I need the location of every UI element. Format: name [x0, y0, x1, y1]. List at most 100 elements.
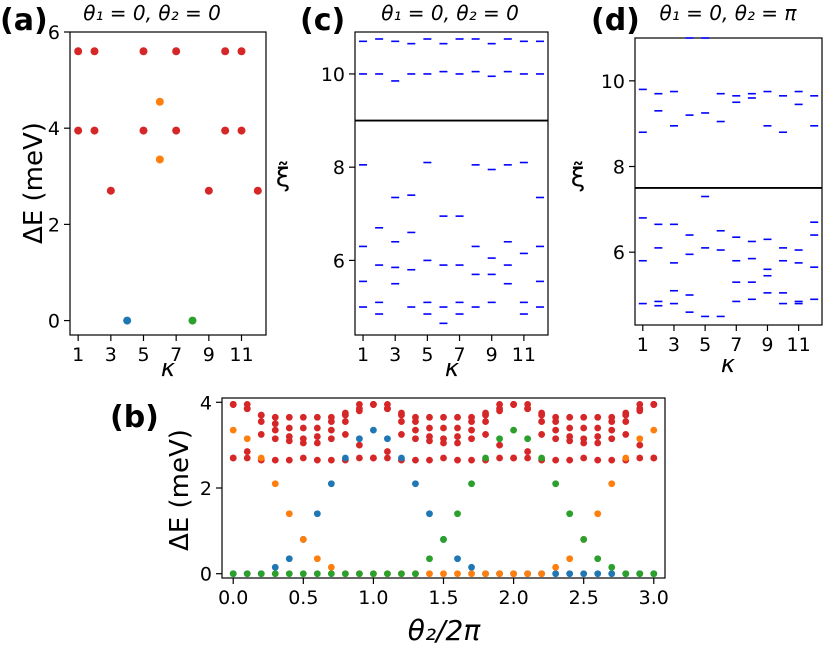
panel-d-title: θ₁ = 0, θ₂ = π	[660, 1, 798, 25]
panel-b-point-red	[440, 413, 447, 421]
panel-b-point-red	[313, 413, 321, 421]
panel-b-point-red	[440, 424, 447, 432]
panel-b-point-red	[426, 433, 433, 440]
panel-b-point-red	[622, 409, 630, 417]
panel-b-ticks: 0.0 0.5 1.0 1.5 2.0 2.5 3.0 0 2 4	[200, 392, 669, 609]
panel-b-point-red	[243, 405, 251, 413]
panel-b-point-red	[608, 418, 616, 425]
panel-b-points	[229, 401, 658, 578]
panel-b-point-green	[552, 480, 560, 488]
panel-b-point-red	[650, 401, 658, 408]
panel-c-ytick-label: 8	[333, 157, 345, 179]
panel-b-point-red	[412, 426, 419, 434]
panel-b-point-orange	[552, 563, 560, 571]
panel-b-point-red	[552, 418, 560, 425]
panel-d-levels	[638, 37, 819, 318]
panel-a-xtick-label: 1	[72, 344, 84, 366]
panel-b-point-orange	[636, 435, 644, 443]
panel-b-point-orange	[257, 454, 265, 462]
panel-b-point-red	[285, 433, 293, 440]
panel-b-point-red	[299, 424, 307, 432]
panel-b-point-green	[341, 570, 349, 578]
panel-b-point-red	[454, 433, 461, 440]
panel-b-point-green	[370, 570, 377, 578]
panel-letter-d: (d)	[591, 3, 640, 38]
panel-b-xlabel: θ₂/2π	[408, 614, 482, 647]
panel-a-ytick-label: 6	[48, 22, 60, 44]
panel-b-point-red	[608, 426, 616, 434]
panel-b-point-red	[636, 405, 644, 413]
panel-b-point-red	[299, 435, 307, 443]
panel-b-point-red	[496, 441, 503, 449]
panel-b-point-green	[566, 510, 574, 518]
panel-a-point-blue	[123, 316, 132, 325]
panel-b-point-red	[327, 426, 335, 434]
panel-b-point-red	[355, 405, 363, 413]
panel-b-point-red	[299, 413, 307, 421]
panel-b-point-green	[229, 570, 237, 578]
panel-a-point-red	[221, 47, 230, 56]
panel-a-points	[74, 47, 262, 325]
panel-a-point-orange	[155, 155, 164, 164]
panel-c-xlabel: κ	[445, 354, 460, 382]
panel-b-point-red	[370, 454, 377, 462]
panel-b-point-blue	[426, 510, 433, 518]
panel-b-point-red	[285, 413, 293, 421]
panel-b-point-blue	[313, 510, 321, 518]
panel-a-point-green	[188, 316, 197, 325]
panel-b-point-red	[313, 433, 321, 440]
panel-b-point-red	[538, 431, 546, 438]
panel-c-xtick-label: 11	[512, 344, 536, 366]
panel-b-xtick-label: 0.0	[218, 587, 248, 609]
panel-b-point-red	[327, 456, 335, 464]
panel-b-point-red	[566, 433, 574, 440]
panel-b-point-red	[594, 424, 602, 432]
panel-b-point-green	[454, 510, 461, 518]
panel-b-point-red	[580, 424, 588, 432]
panel-b-point-red	[412, 456, 419, 464]
panel-b-point-red	[608, 435, 616, 443]
panel-b-point-red	[384, 448, 391, 455]
panel-b-point-blue	[580, 570, 588, 578]
panel-b-point-green	[608, 563, 616, 571]
panel-b-xtick-label: 2.0	[498, 587, 528, 609]
panel-b-point-red	[482, 418, 489, 425]
panel-b-point-red	[271, 456, 279, 464]
panel-a: (a) θ₁ = 0, θ₂ = 0 1 3 5 7 9 11 0 2 4 6 κ ΔE (meV…	[0, 1, 267, 382]
panel-b-point-orange	[468, 570, 475, 578]
panel-b-point-orange	[299, 536, 307, 543]
panel-d-ticks: 1 3 5 7 9 11 6 8 10	[601, 71, 811, 356]
panel-a-xtick-label: 5	[137, 344, 149, 366]
panel-b-point-blue	[341, 454, 349, 462]
panel-b-point-blue	[384, 435, 391, 443]
panel-b-point-blue	[285, 555, 293, 563]
panel-b-point-red	[412, 435, 419, 443]
panel-b-point-red	[510, 454, 517, 462]
panel-b-point-red	[566, 413, 574, 421]
panel-b-ytick-label: 4	[200, 392, 212, 414]
panel-a-point-red	[204, 186, 213, 195]
panel-c-xtick-label: 1	[357, 344, 369, 366]
panel-c-ytick-label: 6	[333, 250, 345, 272]
panel-b-point-green	[355, 570, 363, 578]
panel-b-point-orange	[285, 510, 293, 518]
panel-b-point-red	[580, 454, 588, 462]
panel-b-point-red	[426, 424, 433, 432]
panel-a-point-red	[74, 47, 83, 56]
panel-b-point-orange	[524, 570, 532, 578]
panel-b-point-red	[580, 435, 588, 443]
panel-c: (c) θ₁ = 0, θ₂ = 0 1 3 5 7 9 11 6 8 10 κ ξ̃	[276, 1, 549, 382]
panel-a-point-red	[106, 186, 115, 195]
panel-b-point-blue	[566, 570, 574, 578]
panel-b-point-blue	[552, 570, 560, 578]
panel-b-point-red	[622, 418, 630, 425]
panel-b-point-green	[650, 570, 658, 578]
panel-d-ytick-label: 10	[601, 71, 625, 93]
panel-b-point-green	[398, 570, 405, 578]
panel-a-xtick-label: 11	[229, 344, 253, 366]
panel-b-point-red	[454, 424, 461, 432]
panel-b-point-orange	[622, 454, 630, 462]
panel-b-point-red	[440, 454, 447, 462]
panel-b-point-red	[412, 418, 419, 425]
panel-a-point-red	[139, 47, 148, 56]
